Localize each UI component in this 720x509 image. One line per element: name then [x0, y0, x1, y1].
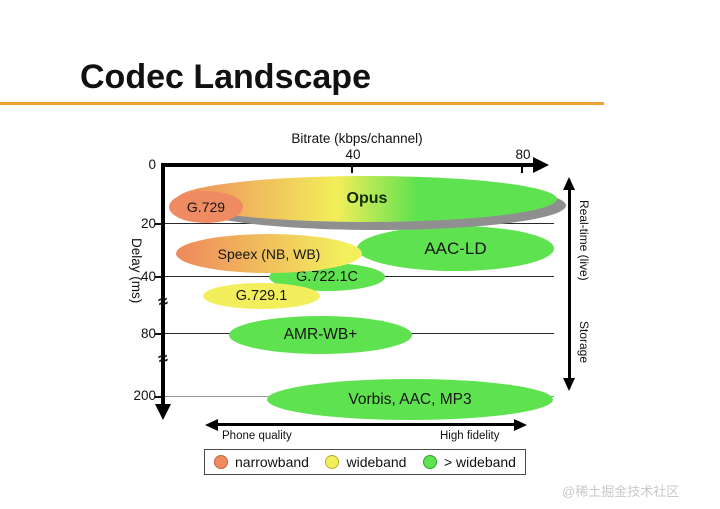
- y-tick-mark-200: [155, 396, 162, 398]
- codec-bubble-amr-wb-plus: AMR-WB+: [229, 316, 412, 354]
- y-axis-title: Delay (ms): [129, 238, 144, 304]
- phone-quality-label: Phone quality: [222, 430, 292, 442]
- y-axis-break-icon: ≈: [156, 348, 170, 369]
- legend-item-narrowband: narrowband: [214, 454, 309, 470]
- y-tick-label-20: 20: [140, 216, 156, 231]
- legend-item-superwideband: > wideband: [422, 454, 516, 470]
- x-axis-title: Bitrate (kbps/channel): [291, 131, 423, 146]
- watermark: @稀土掘金技术社区: [562, 484, 680, 499]
- arrow-up-icon: [562, 177, 575, 190]
- x-axis-line: [161, 163, 535, 167]
- codec-bubble-aac-ld: AAC-LD: [357, 226, 554, 271]
- y-tick-label-0: 0: [148, 157, 156, 172]
- realtime-label: Real-time (live): [577, 200, 591, 281]
- realtime-storage-arrow: [568, 184, 571, 384]
- codec-bubble-vorbis-aac-mp3: Vorbis, AAC, MP3: [267, 379, 553, 420]
- codec-label: Speex (NB, WB): [217, 245, 321, 262]
- codec-bubble-speex: Speex (NB, WB): [176, 234, 362, 273]
- legend-item-wideband: wideband: [325, 454, 406, 470]
- codec-label: Opus: [346, 190, 388, 207]
- arrow-down-icon: [562, 378, 575, 391]
- storage-label: Storage: [577, 321, 591, 364]
- title-underline: [0, 102, 604, 105]
- codec-label: G.729.1: [235, 288, 288, 304]
- arrow-right-icon: [514, 418, 527, 431]
- x-tick-label-80: 80: [515, 147, 531, 162]
- y-axis-break-icon: ≈: [156, 291, 170, 312]
- superwideband-dot-icon: [422, 455, 437, 469]
- codec-label: Vorbis, AAC, MP3: [348, 390, 472, 408]
- quality-fidelity-arrow: [213, 423, 519, 426]
- codec-label: AMR-WB+: [283, 326, 358, 343]
- y-tick-label-40: 40: [140, 269, 156, 284]
- legend: narrowband wideband > wideband: [204, 449, 526, 475]
- y-tick-mark-40: [155, 276, 162, 278]
- narrowband-dot-icon: [214, 455, 228, 469]
- y-axis-line: [161, 163, 165, 406]
- x-tick-mark-80: [521, 167, 523, 173]
- wideband-dot-icon: [325, 455, 340, 469]
- y-tick-label-80: 80: [140, 326, 156, 341]
- y-axis-arrowhead: [154, 404, 171, 420]
- legend-label: wideband: [346, 454, 407, 470]
- codec-bubble-opus: Opus: [177, 176, 557, 222]
- legend-label: narrowband: [235, 454, 309, 470]
- legend-label: > wideband: [443, 454, 516, 470]
- page-title: Codec Landscape: [80, 58, 371, 96]
- y-tick-mark-80: [155, 333, 162, 335]
- x-tick-mark-40: [351, 167, 353, 173]
- codec-bubble-g7291: G.729.1: [203, 283, 320, 309]
- y-tick-label-200: 200: [133, 388, 156, 403]
- x-axis-arrowhead: [533, 156, 549, 173]
- arrow-left-icon: [205, 418, 218, 431]
- codec-label: G.729: [186, 199, 226, 215]
- codec-label: AAC-LD: [424, 238, 487, 258]
- x-tick-label-40: 40: [345, 147, 361, 162]
- high-fidelity-label: High fidelity: [440, 430, 500, 442]
- y-tick-mark-20: [155, 223, 162, 225]
- codec-bubble-g729: G.729: [169, 191, 243, 223]
- codec-label: G.722.1C: [295, 269, 359, 285]
